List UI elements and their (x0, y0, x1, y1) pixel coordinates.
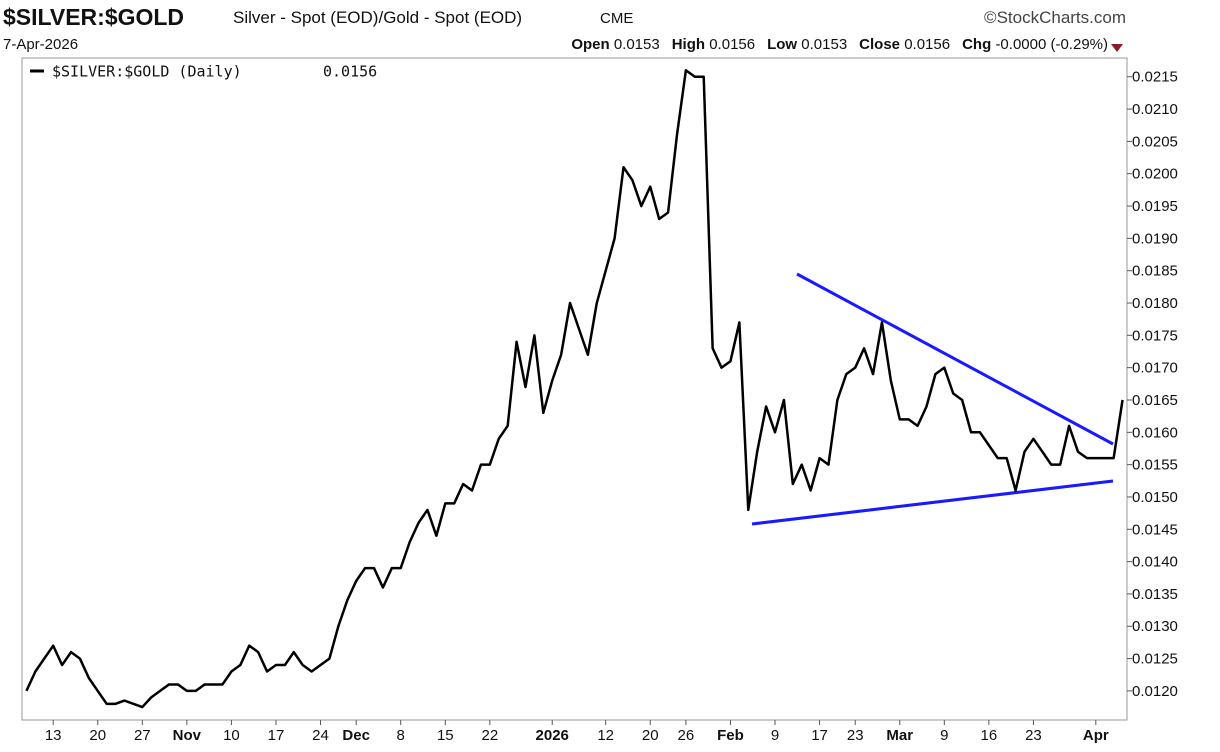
y-tick-label: 0.0150 (1132, 489, 1178, 506)
y-tick-label: 0.0190 (1132, 230, 1178, 247)
date: 7-Apr-2026 (3, 36, 79, 53)
x-tick-label: 13 (45, 727, 62, 744)
x-tick-label: 20 (89, 727, 106, 744)
x-tick-label: 2026 (536, 727, 569, 744)
x-tick-label: 22 (481, 727, 498, 744)
quote-label: High (671, 36, 706, 53)
quote-value: 0.0156 (709, 36, 756, 53)
legend-label: $SILVER:$GOLD (Daily) (52, 63, 242, 81)
y-tick-label: 0.0215 (1132, 69, 1178, 86)
x-tick-label: 9 (771, 727, 779, 744)
quote: Open 0.0153 High 0.0156 Low 0.0153 Close 0.… (559, 36, 1108, 53)
y-tick-label: 0.0180 (1132, 295, 1178, 312)
change-arrow (1111, 44, 1123, 52)
x-tick-label: Dec (342, 727, 370, 744)
y-tick-label: 0.0205 (1132, 133, 1178, 150)
x-tick-label: 26 (678, 727, 695, 744)
quote-value: 0.0153 (801, 36, 848, 53)
quote-label: Open (571, 36, 610, 53)
y-tick-label: 0.0155 (1132, 457, 1178, 474)
y-tick-label: 0.0195 (1132, 198, 1178, 215)
quote-value: 0.0156 (904, 36, 951, 53)
source: ©StockCharts.com (984, 8, 1126, 27)
x-tick-label: 15 (437, 727, 454, 744)
x-tick-label: 23 (1025, 727, 1042, 744)
plot-frame (21, 57, 1128, 721)
legend-value: 0.0156 (323, 63, 377, 81)
y-tick-label: 0.0210 (1132, 101, 1178, 118)
x-tick-label: 9 (940, 727, 948, 744)
y-tick-label: 0.0130 (1132, 618, 1178, 635)
x-tick-label: 23 (847, 727, 864, 744)
quote-label: Chg (962, 36, 992, 53)
x-tick-label: Apr (1083, 727, 1109, 744)
y-tick-label: 0.0185 (1132, 263, 1178, 280)
x-tick-label: 27 (134, 727, 151, 744)
x-tick-label: 17 (268, 727, 285, 744)
x-tick-label: Nov (173, 727, 202, 744)
x-tick-label: 8 (397, 727, 405, 744)
x-tick-label: 12 (597, 727, 614, 744)
x-tick-label: 10 (223, 727, 240, 744)
quote-label: Close (859, 36, 901, 53)
chart-title: $SILVER:$GOLD (3, 4, 185, 30)
chart-subtitle: Silver - Spot (EOD)/Gold - Spot (EOD) (233, 8, 523, 27)
trendline-upper (796, 272, 1114, 446)
series-line (25, 69, 1124, 709)
x-tick-label: 20 (642, 727, 659, 744)
x-tick-label: Mar (886, 727, 913, 744)
quote-value: 0.0153 (613, 36, 660, 53)
y-tick-label: 0.0160 (1132, 424, 1178, 441)
x-tick-label: Feb (717, 727, 744, 744)
quote-value: -0.0000 (-0.29%) (995, 36, 1108, 53)
x-tick-label: 24 (312, 727, 329, 744)
y-tick-label: 0.0170 (1132, 360, 1178, 377)
y-tick-label: 0.0120 (1132, 683, 1178, 700)
x-tick-label: 16 (981, 727, 998, 744)
y-tick-label: 0.0135 (1132, 586, 1178, 603)
x-tick-label: 17 (811, 727, 828, 744)
y-tick-label: 0.0145 (1132, 521, 1178, 538)
y-tick-label: 0.0140 (1132, 554, 1178, 571)
trendline-lower (751, 479, 1114, 526)
y-tick-label: 0.0175 (1132, 327, 1178, 344)
y-tick-label: 0.0200 (1132, 166, 1178, 183)
quote-label: Low (767, 36, 798, 53)
y-tick-label: 0.0125 (1132, 651, 1178, 668)
y-tick-label: 0.0165 (1132, 392, 1178, 409)
exchange: CME (600, 10, 634, 27)
